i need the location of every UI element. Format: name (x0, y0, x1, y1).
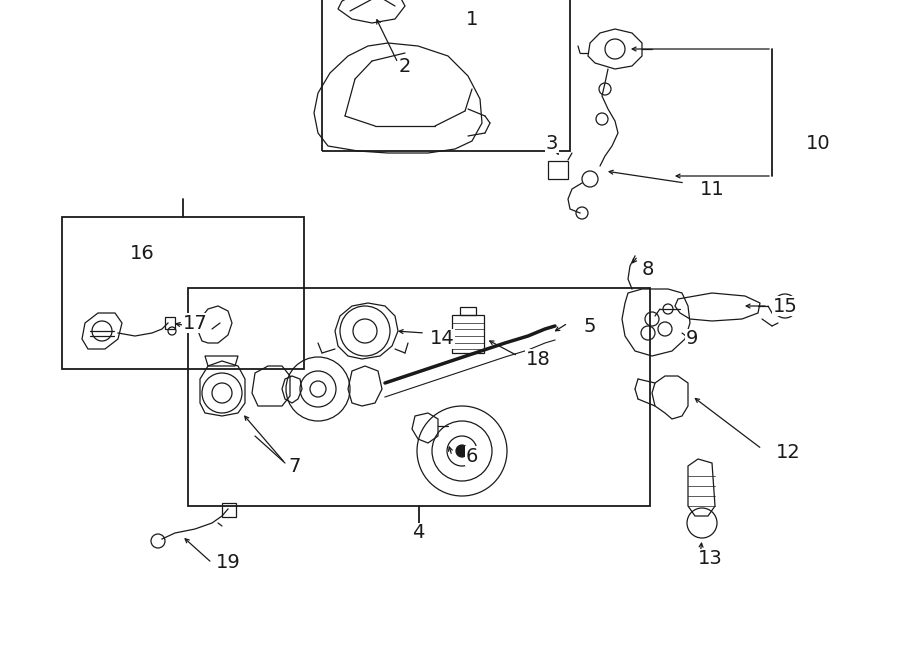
Text: 17: 17 (183, 313, 207, 332)
Bar (222, 503, 236, 517)
Text: 18: 18 (526, 350, 551, 368)
Bar (62, 217, 304, 369)
Bar (548, 161, 568, 179)
Text: 6: 6 (466, 446, 478, 465)
Bar (188, 288, 650, 506)
Bar (452, 315, 484, 353)
Text: 16: 16 (130, 243, 155, 262)
Text: 3: 3 (545, 134, 558, 153)
Bar (165, 317, 175, 329)
Text: 13: 13 (698, 549, 723, 568)
Text: 12: 12 (776, 444, 800, 463)
Text: 2: 2 (399, 56, 411, 75)
Text: 15: 15 (772, 297, 797, 315)
Text: 9: 9 (686, 329, 698, 348)
Circle shape (456, 445, 468, 457)
Text: 7: 7 (289, 457, 302, 475)
Text: 19: 19 (216, 553, 240, 572)
Bar (460, 307, 476, 315)
Bar (322, 0, 570, 151)
Text: 8: 8 (642, 260, 654, 278)
Text: 14: 14 (429, 329, 454, 348)
Text: 11: 11 (699, 180, 725, 198)
Text: 4: 4 (412, 524, 424, 543)
Text: 5: 5 (584, 317, 596, 336)
Text: 10: 10 (806, 134, 831, 153)
Text: 1: 1 (466, 9, 478, 28)
